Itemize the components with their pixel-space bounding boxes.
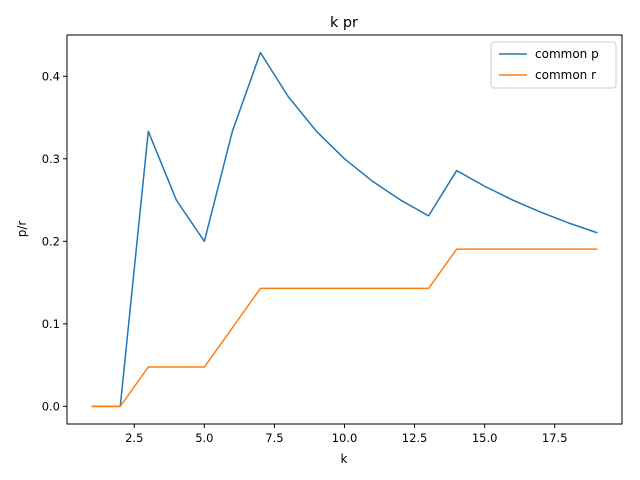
x-axis-label: k bbox=[341, 452, 348, 466]
series-layer bbox=[91, 51, 598, 408]
legend: common p common r bbox=[490, 41, 617, 89]
x-tick-label: 15.0 bbox=[472, 431, 498, 445]
y-tick-label: 0.2 bbox=[42, 234, 60, 248]
y-tick-label: 0.4 bbox=[42, 69, 60, 83]
legend-label-common-r: common r bbox=[535, 68, 596, 82]
x-tick-label: 17.5 bbox=[542, 431, 568, 445]
y-tick-label: 0.1 bbox=[42, 317, 60, 331]
x-tick-label: 2.5 bbox=[125, 431, 143, 445]
y-tick-label: 0.0 bbox=[42, 399, 60, 413]
legend-label-common-p: common p bbox=[535, 47, 599, 61]
x-tick-label: 5.0 bbox=[195, 431, 213, 445]
y-axis-ticks: 0.0 0.1 0.2 0.3 0.4 bbox=[42, 69, 67, 413]
x-tick-label: 7.5 bbox=[265, 431, 283, 445]
chart-title: k pr bbox=[330, 15, 358, 31]
series-line-common-r bbox=[91, 248, 598, 408]
series-line-common-p bbox=[91, 51, 598, 408]
y-axis-label: p/r bbox=[15, 221, 29, 238]
y-tick-label: 0.3 bbox=[42, 152, 60, 166]
x-tick-label: 10.0 bbox=[332, 431, 358, 445]
x-axis-ticks: 2.5 5.0 7.5 10.0 12.5 15.0 17.5 bbox=[125, 424, 568, 445]
plot-frame bbox=[66, 34, 623, 425]
x-tick-label: 12.5 bbox=[402, 431, 428, 445]
